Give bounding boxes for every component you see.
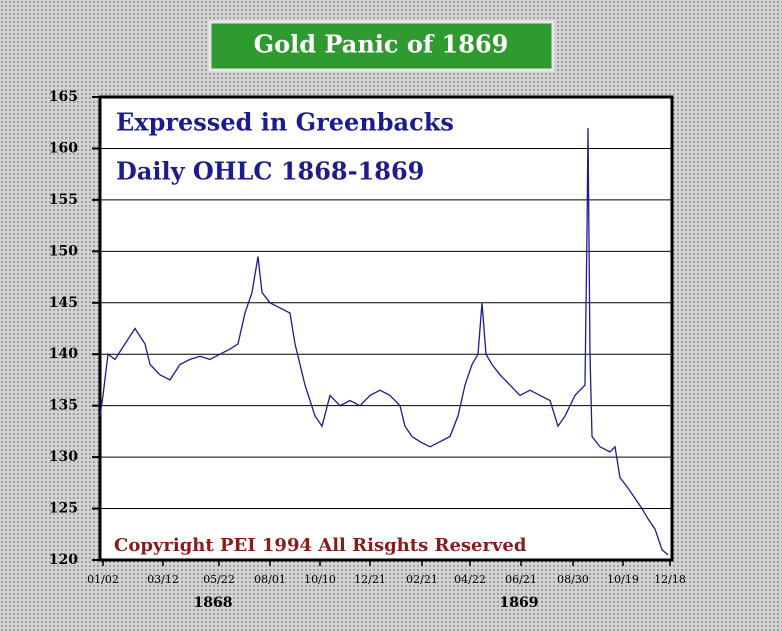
y-tick-label: 120 [49,552,78,568]
x-tick-label: 08/01 [254,573,286,586]
y-tick-label: 140 [49,346,78,362]
x-tick-label: 12/18 [654,573,686,586]
y-tick-label: 130 [49,449,78,465]
subtitle: Daily OHLC 1868-1869 [116,157,424,186]
price-line [99,127,669,556]
y-tick-label: 135 [49,398,78,414]
x-tick-label: 12/21 [354,573,386,586]
copyright: Copyright PEI 1994 All Risghts Reserved [114,535,527,556]
x-tick-label: 05/22 [203,573,235,586]
year-label: 1869 [500,595,539,611]
y-tick-label: 155 [49,192,78,208]
year-label: 1868 [194,595,233,611]
subtitle: Expressed in Greenbacks [116,108,454,137]
chart-title: Gold Panic of 1869 [254,30,509,59]
y-tick-label: 160 [49,140,78,156]
y-tick-label: 125 [49,501,78,517]
x-tick-label: 03/12 [147,573,179,586]
x-tick-label: 04/22 [454,573,486,586]
y-tick-label: 165 [49,89,78,105]
x-tick-label: 10/19 [607,573,639,586]
x-tick-label: 02/21 [406,573,438,586]
y-tick-label: 145 [49,295,78,311]
x-tick-label: 10/10 [304,573,336,586]
x-tick-label: 08/30 [557,573,589,586]
title-box [208,20,555,72]
y-tick-label: 150 [49,243,78,259]
x-tick-label: 01/02 [87,573,119,586]
x-tick-label: 06/21 [505,573,537,586]
